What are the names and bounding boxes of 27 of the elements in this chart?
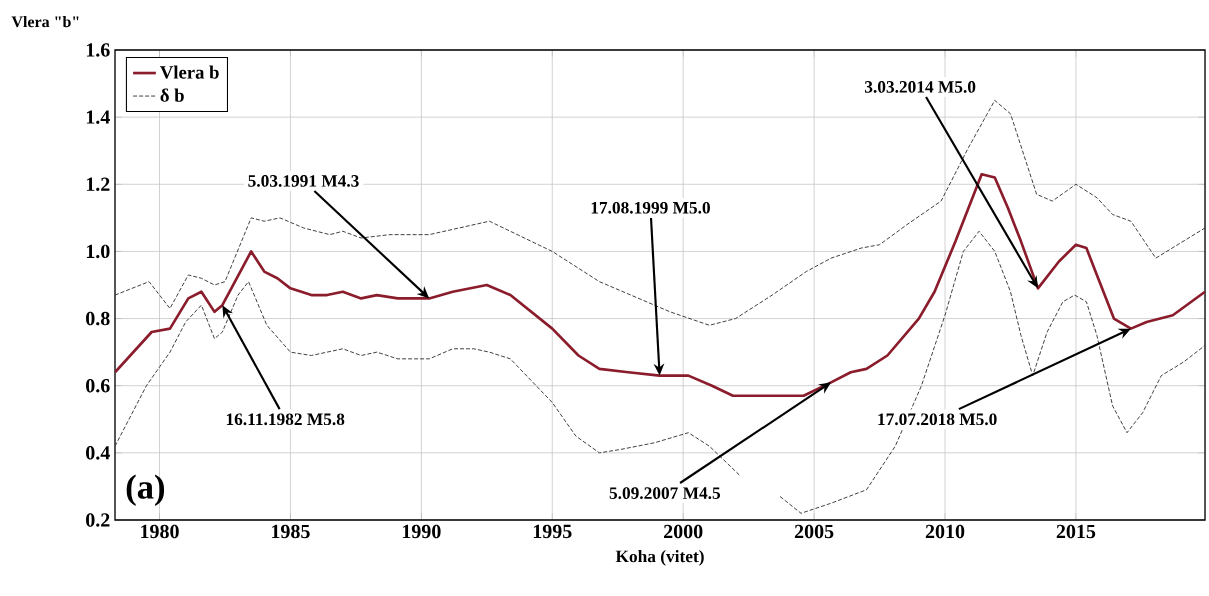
y-tick-label: 1.6: [86, 43, 110, 57]
annotation: (a): [126, 474, 165, 506]
y-tick-label: 0.2: [86, 513, 110, 527]
y-tick-label: 1.0: [86, 244, 110, 259]
x-tick-label: 1995: [533, 524, 572, 539]
x-tick-label: 2015: [1056, 524, 1096, 539]
annotation: 17.07.2018 M5.0: [878, 413, 997, 426]
x-tick-label: 1980: [141, 524, 179, 539]
y-tick-label: 0.8: [86, 311, 110, 326]
annotation: 16.11.1982 M5.8: [226, 413, 345, 426]
y-axis-title: Vlera "b": [11, 15, 79, 28]
x-tick-label: 1990: [402, 524, 441, 539]
y-tick-label: 1.2: [86, 177, 110, 192]
x-tick-label: 1985: [272, 524, 310, 539]
y-tick-label: 0.4: [86, 446, 110, 460]
annotation: 3.03.2014 M5.0: [864, 81, 976, 93]
x-axis-title: Koha (vitet): [615, 550, 704, 566]
annotation: 17.08.1999 M5.0: [591, 201, 710, 214]
annotation: 5.03.1991 M4.3: [248, 175, 359, 187]
y-tick-label: 0.6: [86, 378, 110, 393]
legend-label: Vlera b: [160, 65, 219, 79]
x-tick-label: 2005: [794, 524, 834, 539]
annotation: 5.09.2007 M4.5: [609, 487, 721, 500]
x-tick-label: 2000: [664, 524, 703, 539]
x-tick-label: 2010: [925, 524, 965, 539]
y-tick-label: 1.4: [86, 110, 110, 124]
legend-label: δ b: [160, 88, 184, 102]
